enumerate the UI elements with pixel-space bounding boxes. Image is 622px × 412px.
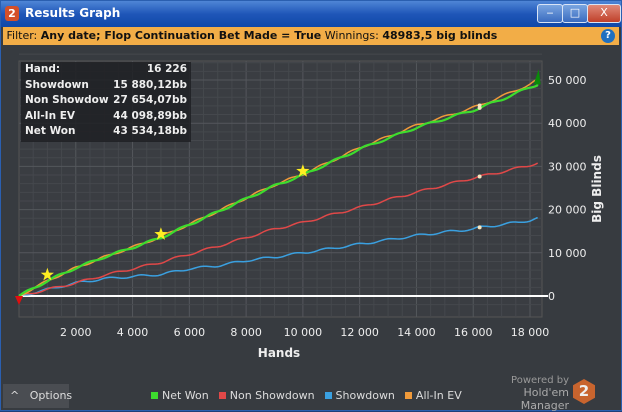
stat-row: Non Showdow 27 654,07bb: [21, 93, 191, 109]
legend-label: Showdown: [335, 389, 395, 402]
y-tick-label: 0: [548, 290, 555, 303]
stat-value: 15 880,12bb: [113, 78, 187, 91]
legend-label: Net Won: [162, 389, 209, 402]
y-axis-label: Big Blinds: [590, 155, 604, 223]
winnings-label: Winnings:: [324, 29, 379, 42]
filter-bar: Filter: Any date; Flop Continuation Bet …: [3, 27, 619, 45]
x-axis-label: Hands: [258, 346, 300, 360]
stat-label: All-In EV: [25, 109, 76, 122]
stat-value: 43 534,18bb: [113, 125, 187, 137]
hover-marker: [477, 174, 482, 179]
chevron-up-icon: ^: [10, 389, 20, 402]
series-line-non-showdown: [18, 162, 539, 296]
stat-value: 27 654,07bb: [113, 94, 187, 106]
x-tick-label: 10 000: [284, 326, 323, 339]
stats-tooltip: Hand: 16 226 Showdown 15 880,12bb Non Show…: [21, 62, 191, 142]
winnings-value: 48983,5 big blinds: [382, 29, 498, 42]
x-tick-label: 4 000: [117, 326, 149, 339]
results-chart[interactable]: 2 000 4 000 6 000 8 000 10 000 12 000 14 000 16…: [1, 1, 621, 371]
options-label: Options: [29, 389, 73, 402]
stat-label: Non Showdow: [25, 94, 109, 106]
stat-label: Net Won: [25, 125, 76, 137]
legend-label: Non Showdown: [229, 389, 315, 402]
x-tick-label: 16 000: [454, 326, 493, 339]
legend-item-net-won[interactable]: Net Won: [151, 389, 209, 402]
title-bar[interactable]: 2 Results Graph ‒ □ X: [1, 1, 621, 27]
hover-marker: [477, 105, 482, 110]
stat-row: Showdown 15 880,12bb: [21, 78, 191, 94]
close-button[interactable]: X: [587, 4, 621, 23]
filter-label: Filter:: [6, 29, 38, 42]
app-logo-icon: 2: [5, 6, 19, 21]
y-tick-label: 10 000: [548, 247, 587, 260]
y-tick-label: 40 000: [548, 117, 587, 130]
series-line-showdown: [18, 216, 539, 296]
options-button[interactable]: ^ Options: [3, 384, 73, 408]
legend-item-non-showdown[interactable]: Non Showdown: [218, 389, 315, 402]
legend: Net Won Non Showdown Showdown All-In EV: [151, 389, 462, 402]
y-tick-label: 50 000: [548, 74, 587, 87]
star-icon: [40, 267, 54, 281]
powered-by: Powered by: [511, 375, 569, 386]
stat-value: 16 226: [146, 63, 187, 75]
x-tick-label: 12 000: [340, 326, 379, 339]
brand-name: Hold'em Manager: [520, 386, 569, 412]
start-marker-icon: [15, 296, 23, 305]
stat-row: Net Won 43 534,18bb: [21, 124, 191, 140]
stat-row: Hand: 16 226: [21, 62, 191, 78]
maximize-button[interactable]: □: [562, 4, 588, 23]
stat-label: Showdown: [25, 78, 89, 91]
y-tick-label: 30 000: [548, 160, 587, 173]
help-icon[interactable]: ?: [601, 29, 615, 43]
filter-value: Any date; Flop Continuation Bet Made = T…: [40, 29, 322, 42]
stat-label: Hand:: [25, 63, 61, 75]
legend-item-all-in-ev[interactable]: All-In EV: [404, 389, 462, 402]
star-icon: [154, 227, 168, 240]
x-tick-label: 2 000: [60, 326, 92, 339]
x-tick-label: 18 000: [511, 326, 550, 339]
legend-item-showdown[interactable]: Showdown: [324, 389, 395, 402]
x-tick-label: 14 000: [397, 326, 436, 339]
branding: Powered by Hold'em Manager: [479, 375, 569, 412]
window-title: Results Graph: [25, 6, 121, 20]
stat-row: All-In EV 44 098,89bb: [21, 109, 191, 125]
y-tick-label: 20 000: [548, 204, 587, 217]
legend-label: All-In EV: [415, 389, 462, 402]
end-marker-icon: [533, 69, 541, 85]
x-tick-label: 8 000: [230, 326, 262, 339]
x-tick-label: 6 000: [174, 326, 206, 339]
hover-marker: [477, 225, 482, 230]
stat-value: 44 098,89bb: [113, 109, 187, 122]
hm2-logo-icon: 2: [573, 379, 595, 404]
star-icon: [296, 164, 310, 177]
